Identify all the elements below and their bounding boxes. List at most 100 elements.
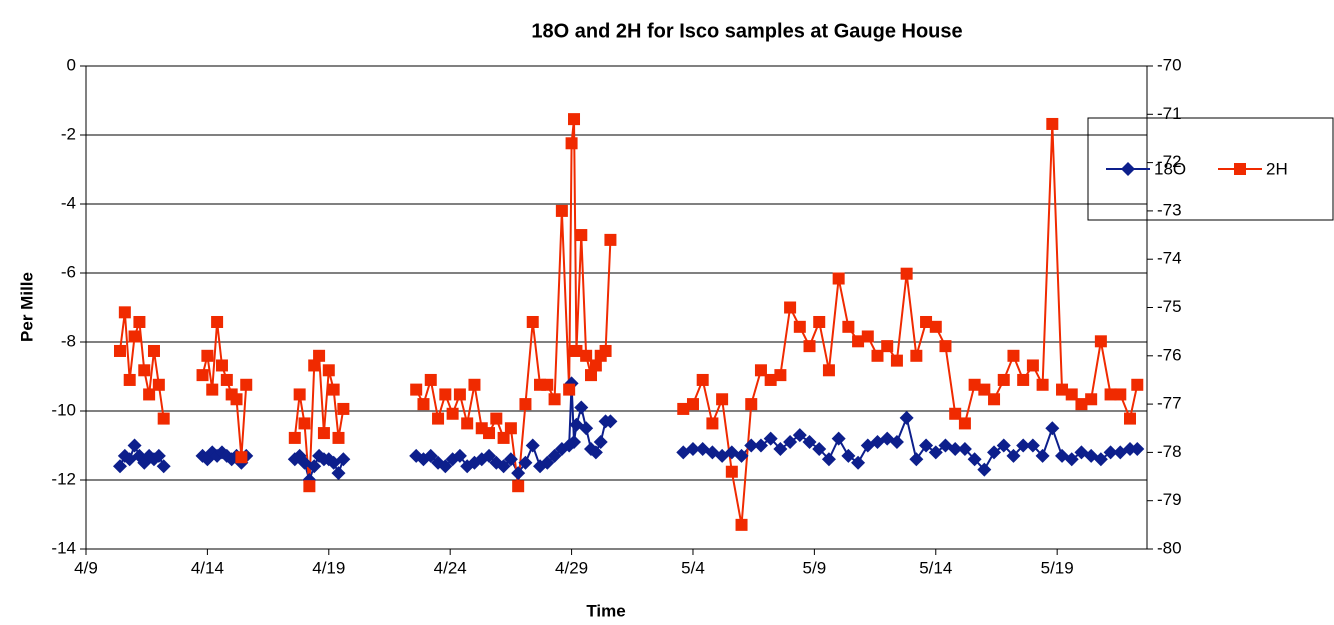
data-point [230, 393, 243, 406]
data-point [151, 448, 166, 463]
data-point [957, 441, 972, 456]
data-point [949, 407, 962, 420]
data-point [725, 465, 738, 478]
data-point [1007, 349, 1020, 362]
data-point [512, 480, 525, 493]
data-point [548, 393, 561, 406]
x-tick-label: 4/19 [312, 558, 345, 577]
data-point [1035, 448, 1050, 463]
data-point [526, 315, 539, 328]
data-point [861, 330, 874, 343]
x-tick-label: 5/14 [919, 558, 952, 577]
data-point [468, 378, 481, 391]
data-point [112, 459, 127, 474]
x-tick-label: 4/24 [434, 558, 467, 577]
y2-tick-label: -79 [1157, 490, 1182, 509]
data-point [948, 441, 963, 456]
data-point [446, 407, 459, 420]
data-point [580, 349, 593, 362]
data-point [128, 330, 141, 343]
data-point [852, 335, 865, 348]
y2-tick-label: -78 [1157, 442, 1182, 461]
y2-tick-label: -72 [1157, 152, 1182, 171]
data-point [293, 388, 306, 401]
data-point [288, 431, 301, 444]
y-tick-label: -10 [51, 400, 76, 419]
data-point [337, 402, 350, 415]
data-point [910, 349, 923, 362]
data-point [784, 301, 797, 314]
data-point [977, 462, 992, 477]
data-point [313, 349, 326, 362]
y-tick-label: -6 [61, 262, 76, 281]
data-point [220, 373, 233, 386]
y2-tick-label: -80 [1157, 538, 1182, 557]
data-point [593, 435, 608, 450]
data-point [1123, 441, 1138, 456]
y-tick-label: 0 [67, 55, 76, 74]
data-point [156, 459, 171, 474]
x-tick-label: 5/4 [681, 558, 705, 577]
data-point [677, 402, 690, 415]
data-point [783, 435, 798, 450]
data-point [588, 445, 603, 460]
data-point [307, 459, 322, 474]
data-point [331, 466, 346, 481]
data-point [504, 422, 517, 435]
data-point [317, 427, 330, 440]
legend-marker [1121, 162, 1135, 176]
data-point [803, 340, 816, 353]
y2-tick-label: -74 [1157, 249, 1182, 268]
data-point [127, 438, 142, 453]
data-point [1006, 448, 1021, 463]
data-point [939, 340, 952, 353]
data-point [900, 267, 913, 280]
data-point [686, 398, 699, 411]
data-point [575, 229, 588, 242]
data-point [503, 452, 518, 467]
y-tick-label: -8 [61, 331, 76, 350]
data-point [832, 272, 845, 285]
x-tick-label: 5/19 [1041, 558, 1074, 577]
legend-marker [1234, 163, 1246, 175]
chart-title: 18O and 2H for Isco samples at Gauge Hou… [531, 20, 962, 42]
data-point [518, 455, 533, 470]
data-point [706, 417, 719, 430]
data-point [461, 417, 474, 430]
data-point [1093, 452, 1108, 467]
data-point [547, 448, 562, 463]
data-point [774, 369, 787, 382]
data-point [1016, 438, 1031, 453]
data-point [496, 459, 511, 474]
data-point [1104, 388, 1117, 401]
data-point [1056, 383, 1069, 396]
data-point [497, 431, 510, 444]
data-point [793, 320, 806, 333]
data-point [604, 233, 617, 246]
data-point [812, 441, 827, 456]
data-point [1025, 438, 1040, 453]
data-point [996, 438, 1011, 453]
data-point [802, 435, 817, 450]
data-point [138, 364, 151, 377]
data-point [568, 113, 581, 126]
data-point [890, 354, 903, 367]
data-point [822, 364, 835, 377]
data-point [322, 364, 335, 377]
data-point [988, 393, 1001, 406]
data-point [603, 414, 618, 429]
data-point [735, 518, 748, 531]
data-point [196, 369, 209, 382]
data-point [1085, 393, 1098, 406]
data-point [1075, 398, 1088, 411]
data-point [773, 441, 788, 456]
legend-label: 18O [1154, 159, 1186, 178]
data-point [1103, 445, 1118, 460]
data-point [1065, 388, 1078, 401]
data-point [881, 340, 894, 353]
data-point [753, 438, 768, 453]
data-point [987, 445, 1002, 460]
legend-label: 2H [1266, 159, 1288, 178]
data-point [206, 383, 219, 396]
data-point [482, 448, 497, 463]
